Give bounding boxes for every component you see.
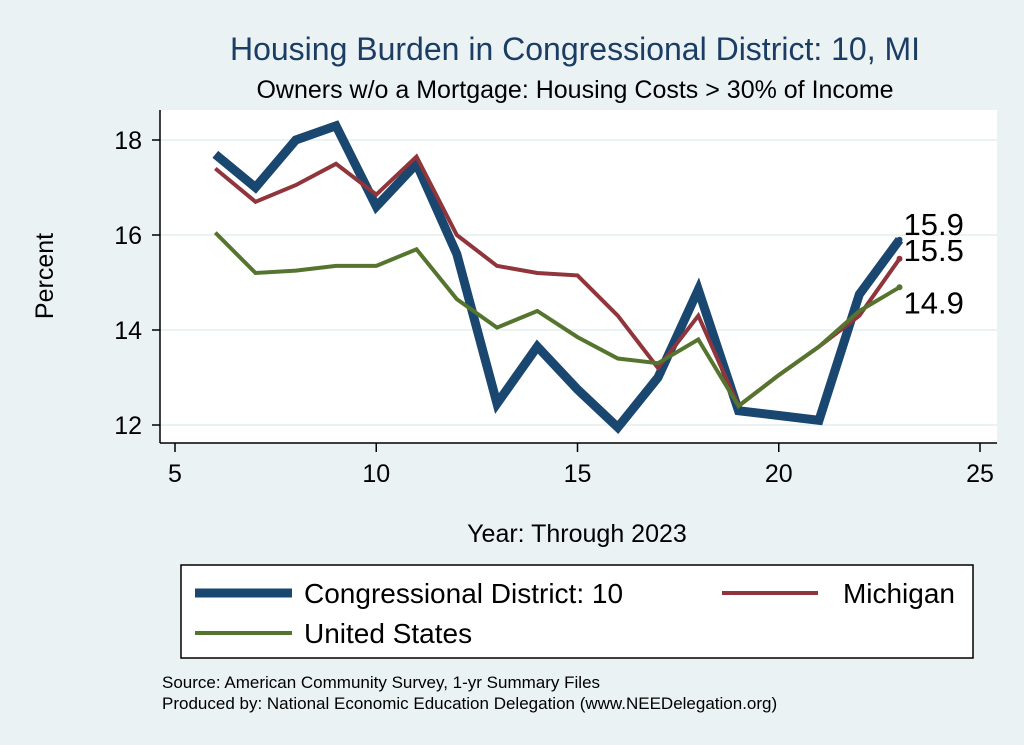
chart-subtitle: Owners w/o a Mortgage: Housing Costs > 3… (256, 76, 893, 104)
producer-note: Produced by: National Economic Education… (162, 694, 777, 713)
x-tick-label: 20 (765, 460, 793, 488)
x-tick-label: 10 (362, 460, 390, 488)
y-tick-label: 16 (114, 222, 142, 250)
y-tick-label: 14 (114, 317, 142, 345)
series-end-point (896, 284, 903, 291)
x-tick-label: 15 (564, 460, 592, 488)
end-label: 14.9 (904, 285, 964, 320)
end-label: 15.9 (904, 207, 964, 242)
chart-title: Housing Burden in Congressional District… (230, 31, 920, 67)
x-axis-label: Year: Through 2023 (467, 520, 687, 548)
legend-label: Michigan (843, 578, 955, 609)
y-tick-label: 18 (114, 127, 142, 155)
y-axis-label: Percent (31, 233, 59, 319)
series-line-2 (213, 231, 901, 409)
series-line-0 (212, 120, 904, 435)
axes: 12 14 16 18 5 10 15 20 25 (114, 110, 997, 488)
end-labels: 15.915.5 14.9 (904, 207, 964, 321)
x-tick-label: 5 (168, 460, 182, 488)
legend (180, 564, 974, 659)
series-end-point (896, 236, 903, 243)
legend-entries: Congressional District: 10 Michigan United… (195, 578, 955, 649)
series-end-point (896, 255, 903, 262)
y-tick-label: 12 (114, 412, 142, 440)
series-lines (212, 120, 904, 435)
source-note: Source: American Community Survey, 1-yr … (162, 673, 600, 692)
x-tick-label: 25 (966, 460, 994, 488)
end-label: 15.5 (904, 233, 964, 268)
legend-label: Congressional District: 10 (304, 578, 623, 609)
legend-label: United States (304, 618, 472, 649)
